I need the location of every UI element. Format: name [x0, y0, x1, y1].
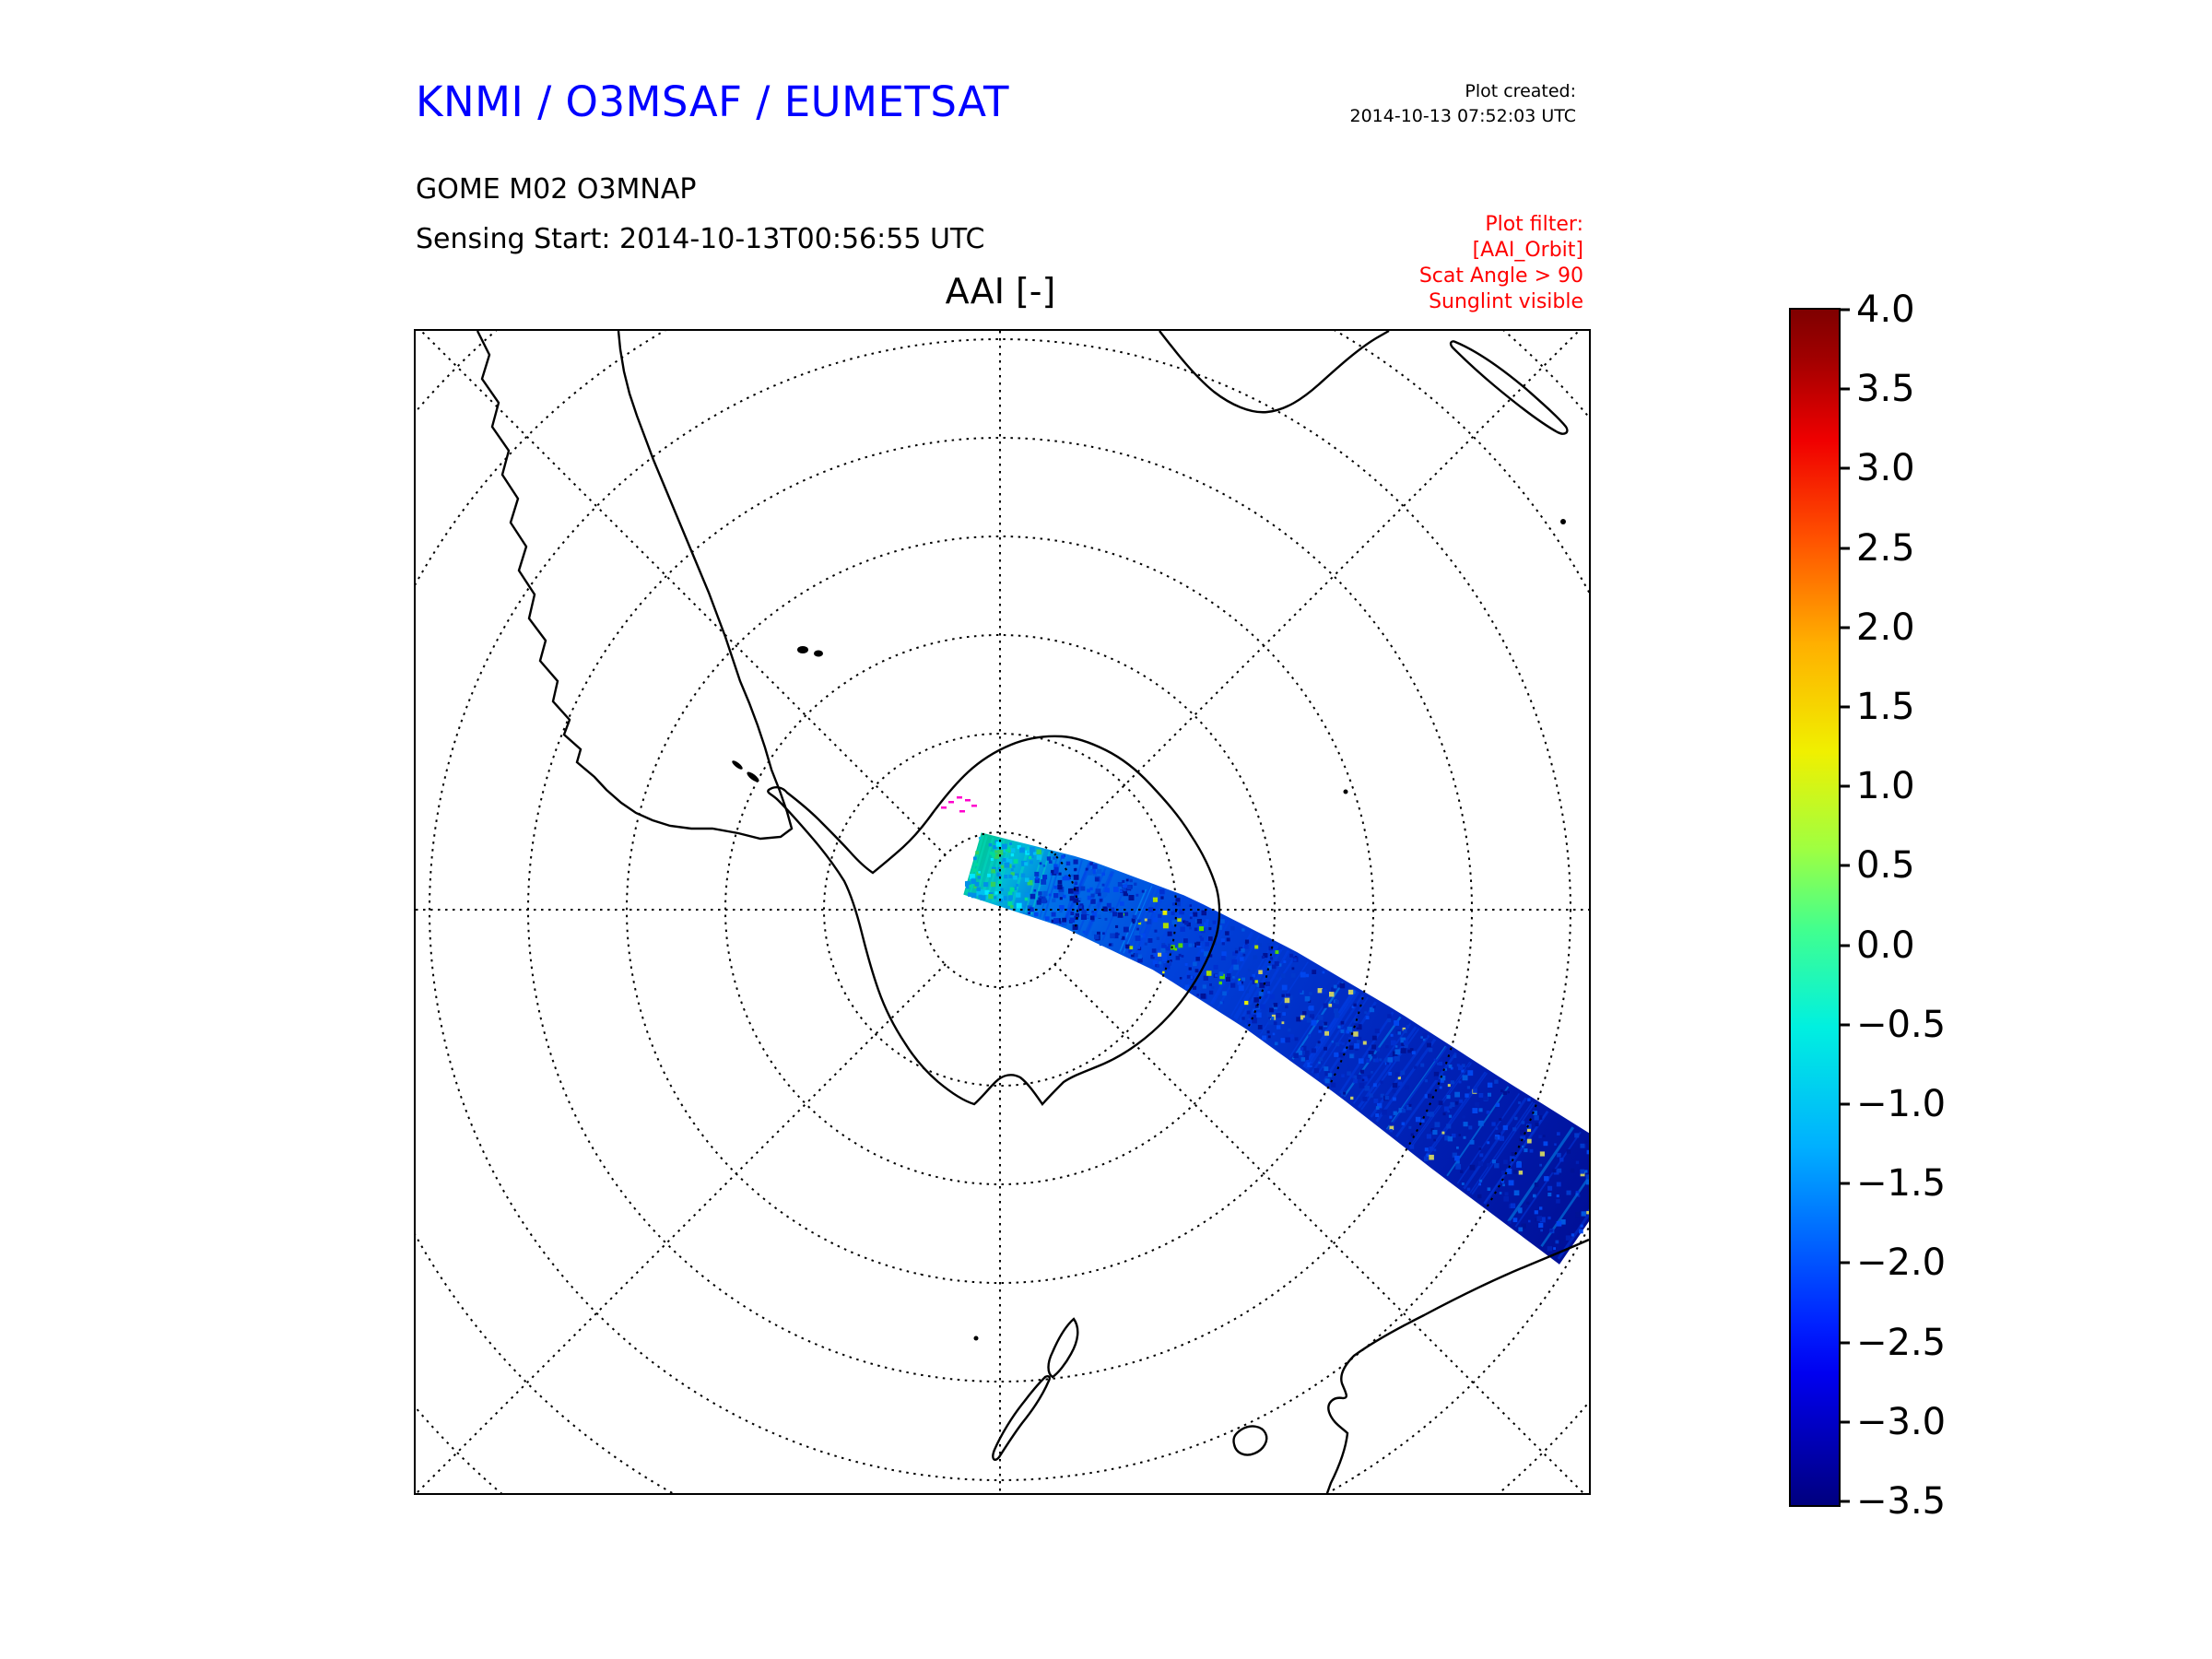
- latitude-circle: [429, 338, 1571, 1481]
- colorbar-tick-mark: [1841, 387, 1850, 391]
- colorbar-tick-mark: [1841, 308, 1850, 312]
- colorbar-tick-label: 2.5: [1856, 526, 1915, 570]
- colorbar-tick-label: 0.0: [1856, 924, 1915, 967]
- flagged-pixel: [941, 806, 947, 809]
- coastline-africa: [1159, 331, 1390, 414]
- latitude-circle: [416, 331, 1589, 1493]
- colorbar-tick-mark: [1841, 1500, 1850, 1503]
- colorbar-tick-label: 3.5: [1856, 368, 1915, 411]
- small-islands: [732, 519, 1566, 1341]
- colorbar-tick-mark: [1841, 864, 1850, 867]
- coastline-australia: [1325, 1238, 1589, 1493]
- latitude-circle: [416, 331, 1589, 1493]
- plot-created: Plot created: 2014-10-13 07:52:03 UTC: [1350, 79, 1577, 128]
- coastline-antarctica: [767, 735, 1221, 1106]
- sensing-start-line: Sensing Start: 2014-10-13T00:56:55 UTC: [416, 223, 985, 255]
- colorbar-tick-label: 4.0: [1856, 288, 1915, 331]
- flagged-pixel: [959, 810, 965, 813]
- coastline-new-zealand-north: [1047, 1317, 1079, 1379]
- meridian-line: [419, 331, 947, 856]
- colorbar-tick-mark: [1841, 944, 1850, 947]
- colorbar-tick-mark: [1841, 626, 1850, 629]
- page-title: KNMI / O3MSAF / EUMETSAT: [416, 77, 1010, 126]
- chart-title: AAI [-]: [945, 271, 1056, 312]
- colorbar-tick-mark: [1841, 1023, 1850, 1027]
- colorbar-tick-mark: [1841, 1420, 1850, 1424]
- colorbar-tick-label: −2.5: [1856, 1321, 1947, 1364]
- colorbar-tick-mark: [1841, 1102, 1850, 1106]
- latitude-circle: [724, 634, 1276, 1185]
- graticule-grid: [416, 331, 1589, 1493]
- colorbar-tick-mark: [1841, 547, 1850, 550]
- coastline-new-zealand-south: [992, 1375, 1051, 1461]
- coastline-tasmania: [1232, 1425, 1268, 1456]
- plot-filter-line: Plot filter:: [1485, 213, 1583, 236]
- plot-created-label: Plot created:: [1465, 81, 1576, 101]
- colorbar-tick-label: 0.5: [1856, 844, 1915, 888]
- colorbar-tick-label: 3.0: [1856, 447, 1915, 490]
- flagged-pixel: [957, 796, 962, 799]
- colorbar-tick-mark: [1841, 1182, 1850, 1185]
- colorbar-tick-label: −1.5: [1856, 1162, 1947, 1206]
- plot-created-value: 2014-10-13 07:52:03 UTC: [1349, 105, 1577, 126]
- colorbar-tick-label: −0.5: [1856, 1003, 1947, 1046]
- colorbar-tick-label: −3.0: [1856, 1400, 1947, 1443]
- colorbar-tick-mark: [1841, 784, 1850, 788]
- flagged-pixel: [971, 805, 977, 807]
- meridian-line: [1053, 963, 1585, 1493]
- colorbar-tick-mark: [1841, 705, 1850, 709]
- colorbar: [1789, 308, 1841, 1507]
- flagged-pixel: [948, 801, 954, 804]
- plot-filter-block: Plot filter: [AAI_Orbit] Scat Angle > 90…: [1419, 212, 1583, 316]
- plot-filter-line: [AAI_Orbit]: [1472, 239, 1583, 263]
- polar-map: [416, 331, 1589, 1493]
- colorbar-tick-label: 2.0: [1856, 606, 1915, 649]
- colorbar-tick-mark: [1841, 466, 1850, 470]
- colorbar-tick-mark: [1841, 1341, 1850, 1345]
- map-plot-area: [414, 329, 1591, 1495]
- colorbar-tick-label: 1.0: [1856, 765, 1915, 808]
- satellite-swath: [963, 832, 1589, 1265]
- product-line: GOME M02 O3MNAP: [416, 173, 697, 206]
- meridian-line: [1053, 331, 1581, 856]
- coastlines: [476, 331, 1589, 1493]
- colorbar-tick-label: −2.0: [1856, 1241, 1947, 1285]
- flagged-pixel: [965, 799, 971, 802]
- colorbar-tick-label: −1.0: [1856, 1083, 1947, 1125]
- latitude-circle: [626, 535, 1374, 1284]
- coastline-madagascar: [1449, 340, 1569, 435]
- plot-filter-line: Scat Angle > 90: [1418, 265, 1583, 288]
- latitude-circle: [922, 831, 1078, 988]
- colorbar-tick-mark: [1841, 1261, 1850, 1265]
- plot-filter-line: Sunglint visible: [1429, 290, 1583, 314]
- colorbar-tick-label: 1.5: [1856, 686, 1915, 728]
- flagged-pixels: [941, 796, 977, 813]
- meridian-line: [416, 963, 947, 1493]
- colorbar-tick-label: −3.5: [1856, 1480, 1947, 1523]
- coastline-south-america: [476, 331, 794, 841]
